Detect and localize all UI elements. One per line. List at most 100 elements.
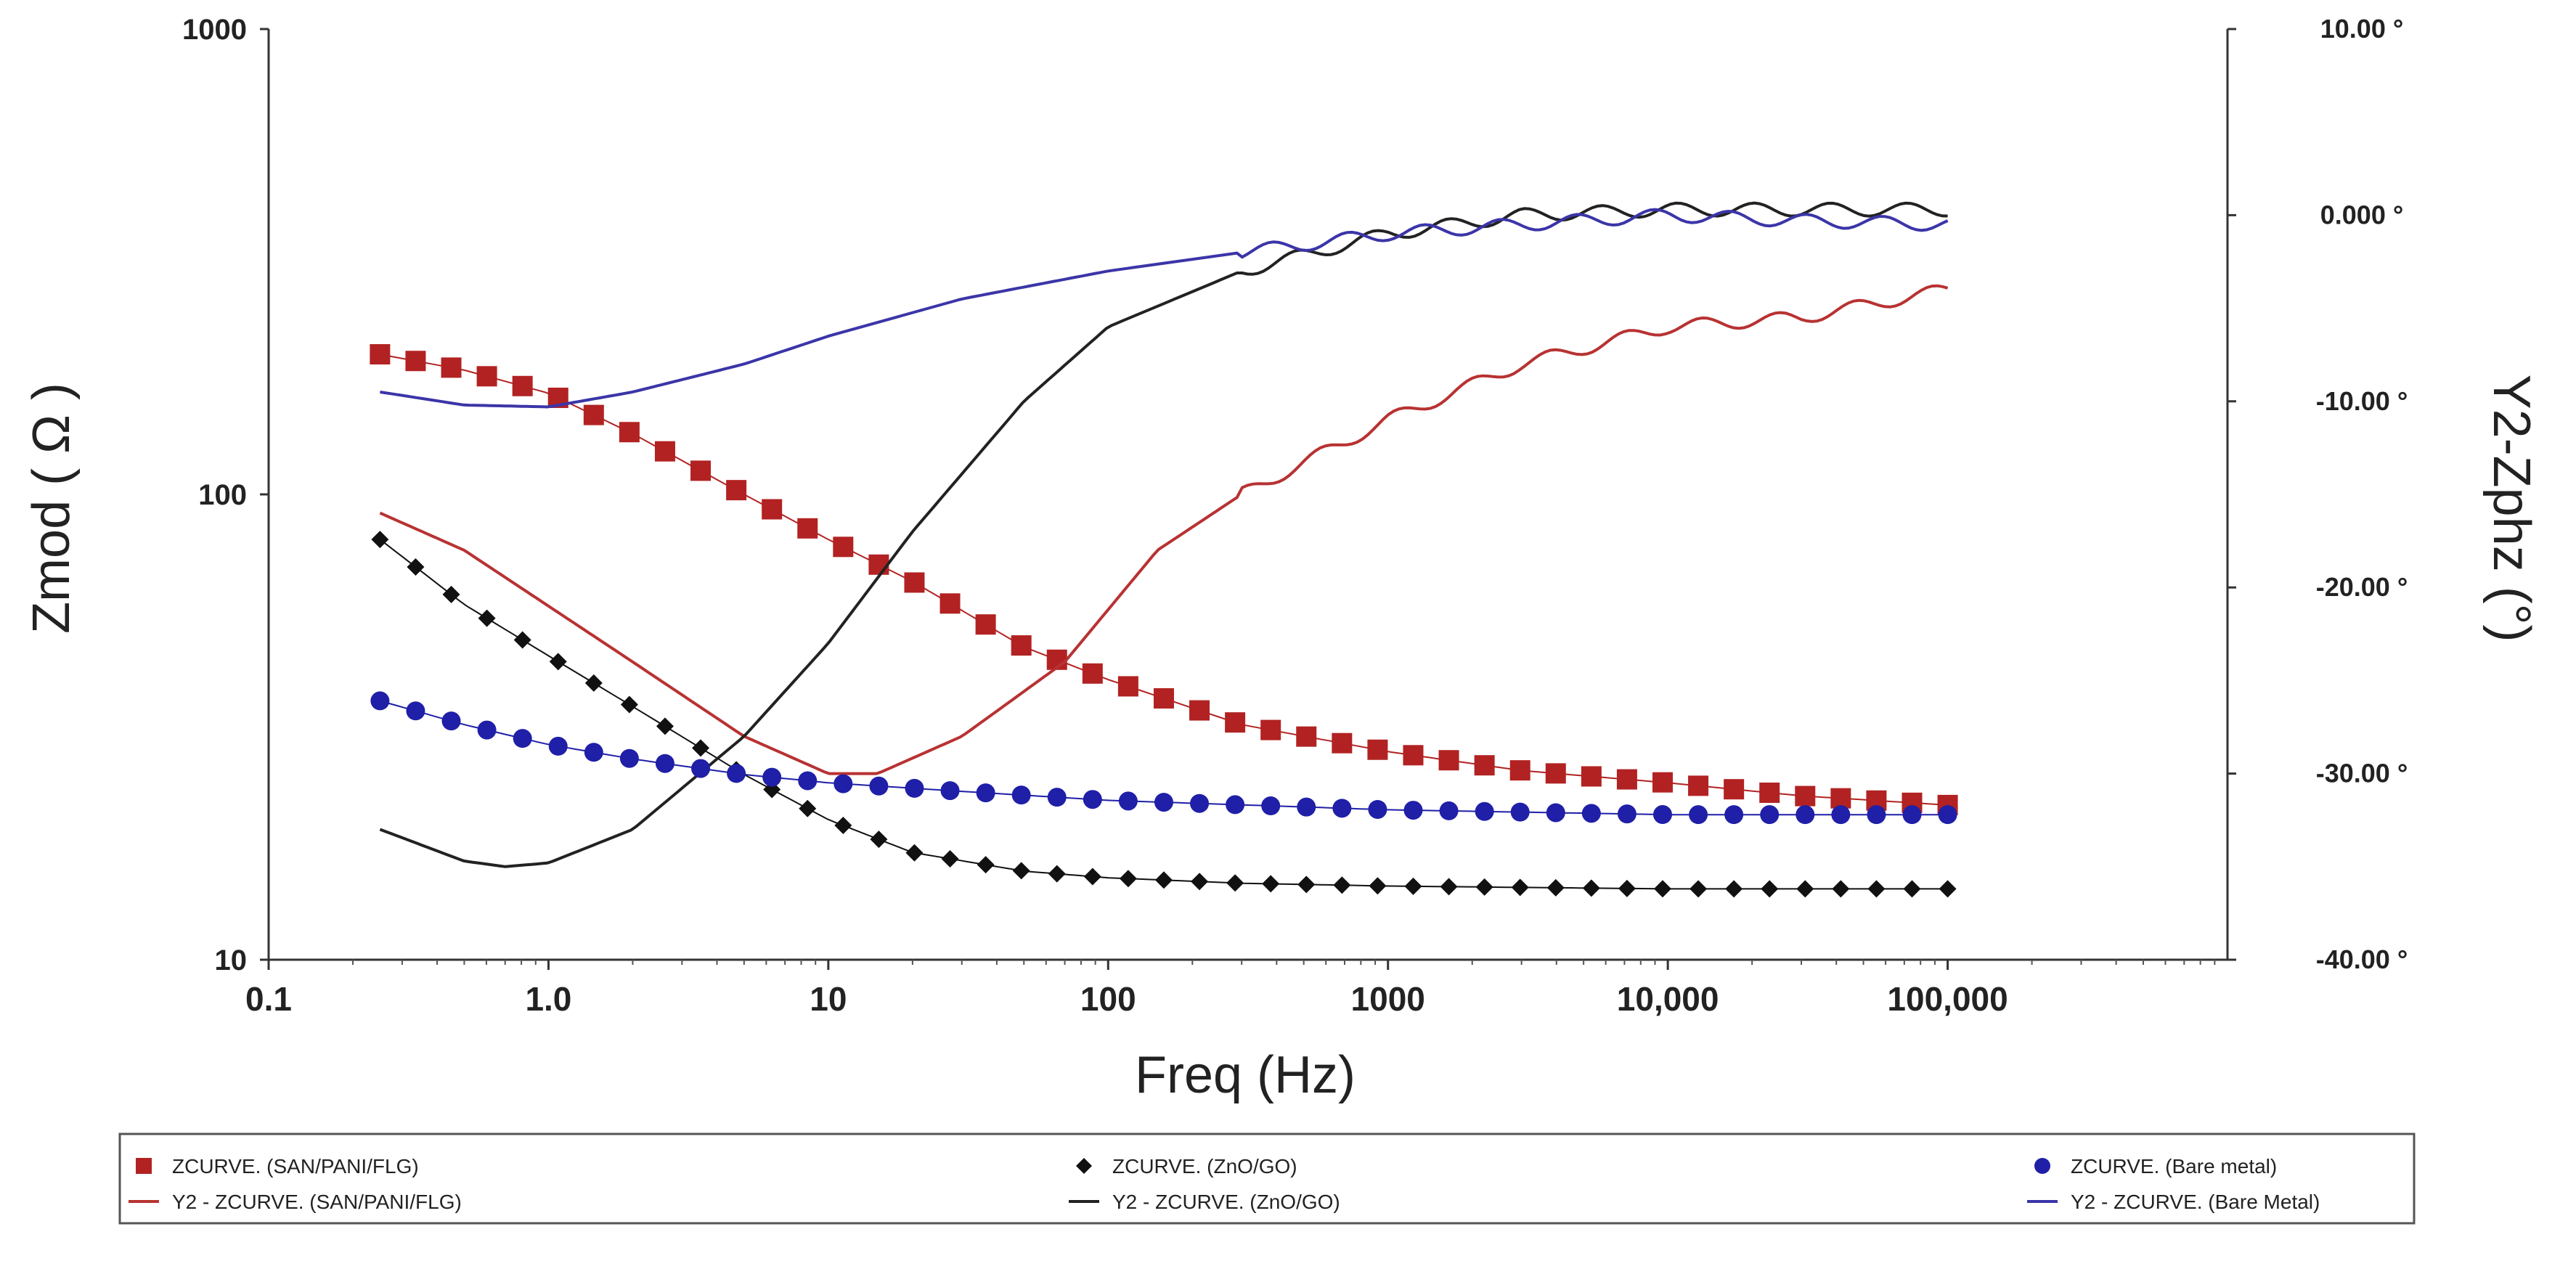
series-line <box>380 208 1949 409</box>
data-point <box>797 518 818 539</box>
legend-item: ZCURVE. (SAN/PANI/FLG) <box>136 1155 419 1178</box>
data-point <box>1618 879 1636 897</box>
data-point <box>477 720 497 740</box>
data-point <box>1260 719 1281 740</box>
data-point <box>940 781 960 801</box>
data-point <box>798 771 818 791</box>
data-point <box>1082 663 1103 684</box>
data-point <box>1652 805 1672 825</box>
legend-item: ZCURVE. (Bare metal) <box>2034 1155 2277 1178</box>
legend-item: ZCURVE. (ZnO/GO) <box>1076 1155 1297 1178</box>
data-point <box>1867 805 1886 825</box>
data-point <box>762 767 782 787</box>
data-point <box>833 774 853 793</box>
data-point <box>1083 868 1101 886</box>
series-layer <box>370 201 1958 898</box>
data-point <box>654 441 675 462</box>
data-point <box>1725 880 1743 898</box>
data-point <box>1688 775 1709 796</box>
data-point <box>941 849 959 868</box>
legend-item: Y2 - ZCURVE. (ZnO/GO) <box>1069 1191 1340 1213</box>
data-point <box>976 783 995 803</box>
y2-tick-label: -10.00 ° <box>2316 386 2408 416</box>
data-point <box>975 614 996 635</box>
data-point <box>405 351 426 372</box>
tick-layer: 0.1 1.0 10 100 1000 10,000 100,000 10 100 1000 -40… <box>182 14 2408 1018</box>
data-point <box>762 499 783 520</box>
data-point <box>692 739 710 757</box>
data-point <box>1581 804 1601 823</box>
data-point <box>1297 797 1316 817</box>
data-point <box>726 480 747 501</box>
data-point <box>441 711 461 731</box>
data-point <box>1831 805 1851 825</box>
data-point <box>870 831 888 849</box>
data-point <box>1690 880 1708 898</box>
legend-label: ZCURVE. (Bare metal) <box>2071 1155 2277 1178</box>
data-point <box>1226 795 1245 815</box>
data-point <box>869 776 889 796</box>
data-point <box>656 717 674 735</box>
data-point <box>371 531 389 549</box>
data-point <box>1333 876 1351 894</box>
series-5 <box>380 208 1949 409</box>
data-point <box>1581 766 1602 787</box>
data-point <box>1475 878 1493 896</box>
data-point <box>1795 785 1816 807</box>
data-point <box>1297 876 1316 894</box>
data-point <box>1759 782 1780 803</box>
data-point <box>1369 877 1387 895</box>
data-point <box>1190 793 1210 813</box>
data-point <box>1191 873 1209 891</box>
y2-tick-label: 0.000 ° <box>2320 200 2404 229</box>
data-point <box>1903 880 1921 898</box>
y2-tick-label: -40.00 ° <box>2316 944 2408 974</box>
data-point <box>1012 862 1030 880</box>
data-point <box>1153 687 1174 709</box>
data-point <box>584 674 603 692</box>
data-point <box>904 572 925 593</box>
data-point <box>1404 877 1422 895</box>
data-point <box>1617 804 1637 824</box>
data-point <box>690 460 712 481</box>
data-point <box>977 856 995 874</box>
data-point <box>370 691 390 711</box>
data-point <box>549 653 567 671</box>
data-point <box>1296 726 1317 747</box>
data-point <box>1367 739 1388 760</box>
data-point <box>1652 772 1673 793</box>
legend-item: Y2 - ZCURVE. (SAN/PANI/FLG) <box>129 1191 462 1213</box>
data-point <box>905 778 924 798</box>
data-point <box>1938 805 1957 825</box>
data-point <box>655 754 674 773</box>
data-point <box>1438 750 1459 771</box>
x-tick-label: 0.1 <box>245 980 292 1018</box>
series-3 <box>379 201 1948 868</box>
y2-tick-label: -20.00 ° <box>2316 572 2408 602</box>
y2-axis-title: Y2-Zphz (°) <box>2482 375 2540 642</box>
data-point <box>1117 676 1138 697</box>
series-line <box>379 201 1948 868</box>
data-point <box>1048 865 1066 883</box>
y2-tick-label: 10.00 ° <box>2320 14 2404 44</box>
y-tick-label: 1000 <box>182 14 247 46</box>
data-point <box>1724 805 1744 825</box>
data-point <box>1546 878 1565 897</box>
data-point <box>1118 791 1138 811</box>
data-point <box>1509 760 1530 781</box>
data-point <box>1582 879 1600 897</box>
data-point <box>512 375 533 396</box>
x-axis-title: Freq (Hz) <box>1135 1046 1356 1104</box>
data-point <box>868 554 889 575</box>
data-point <box>799 799 817 817</box>
series-line <box>379 284 1949 775</box>
data-point <box>619 748 639 768</box>
data-point <box>441 357 462 378</box>
data-point <box>1832 880 1850 898</box>
data-point <box>1867 880 1886 898</box>
data-point <box>478 609 496 627</box>
data-point <box>1226 874 1244 892</box>
data-point <box>1902 805 1922 825</box>
